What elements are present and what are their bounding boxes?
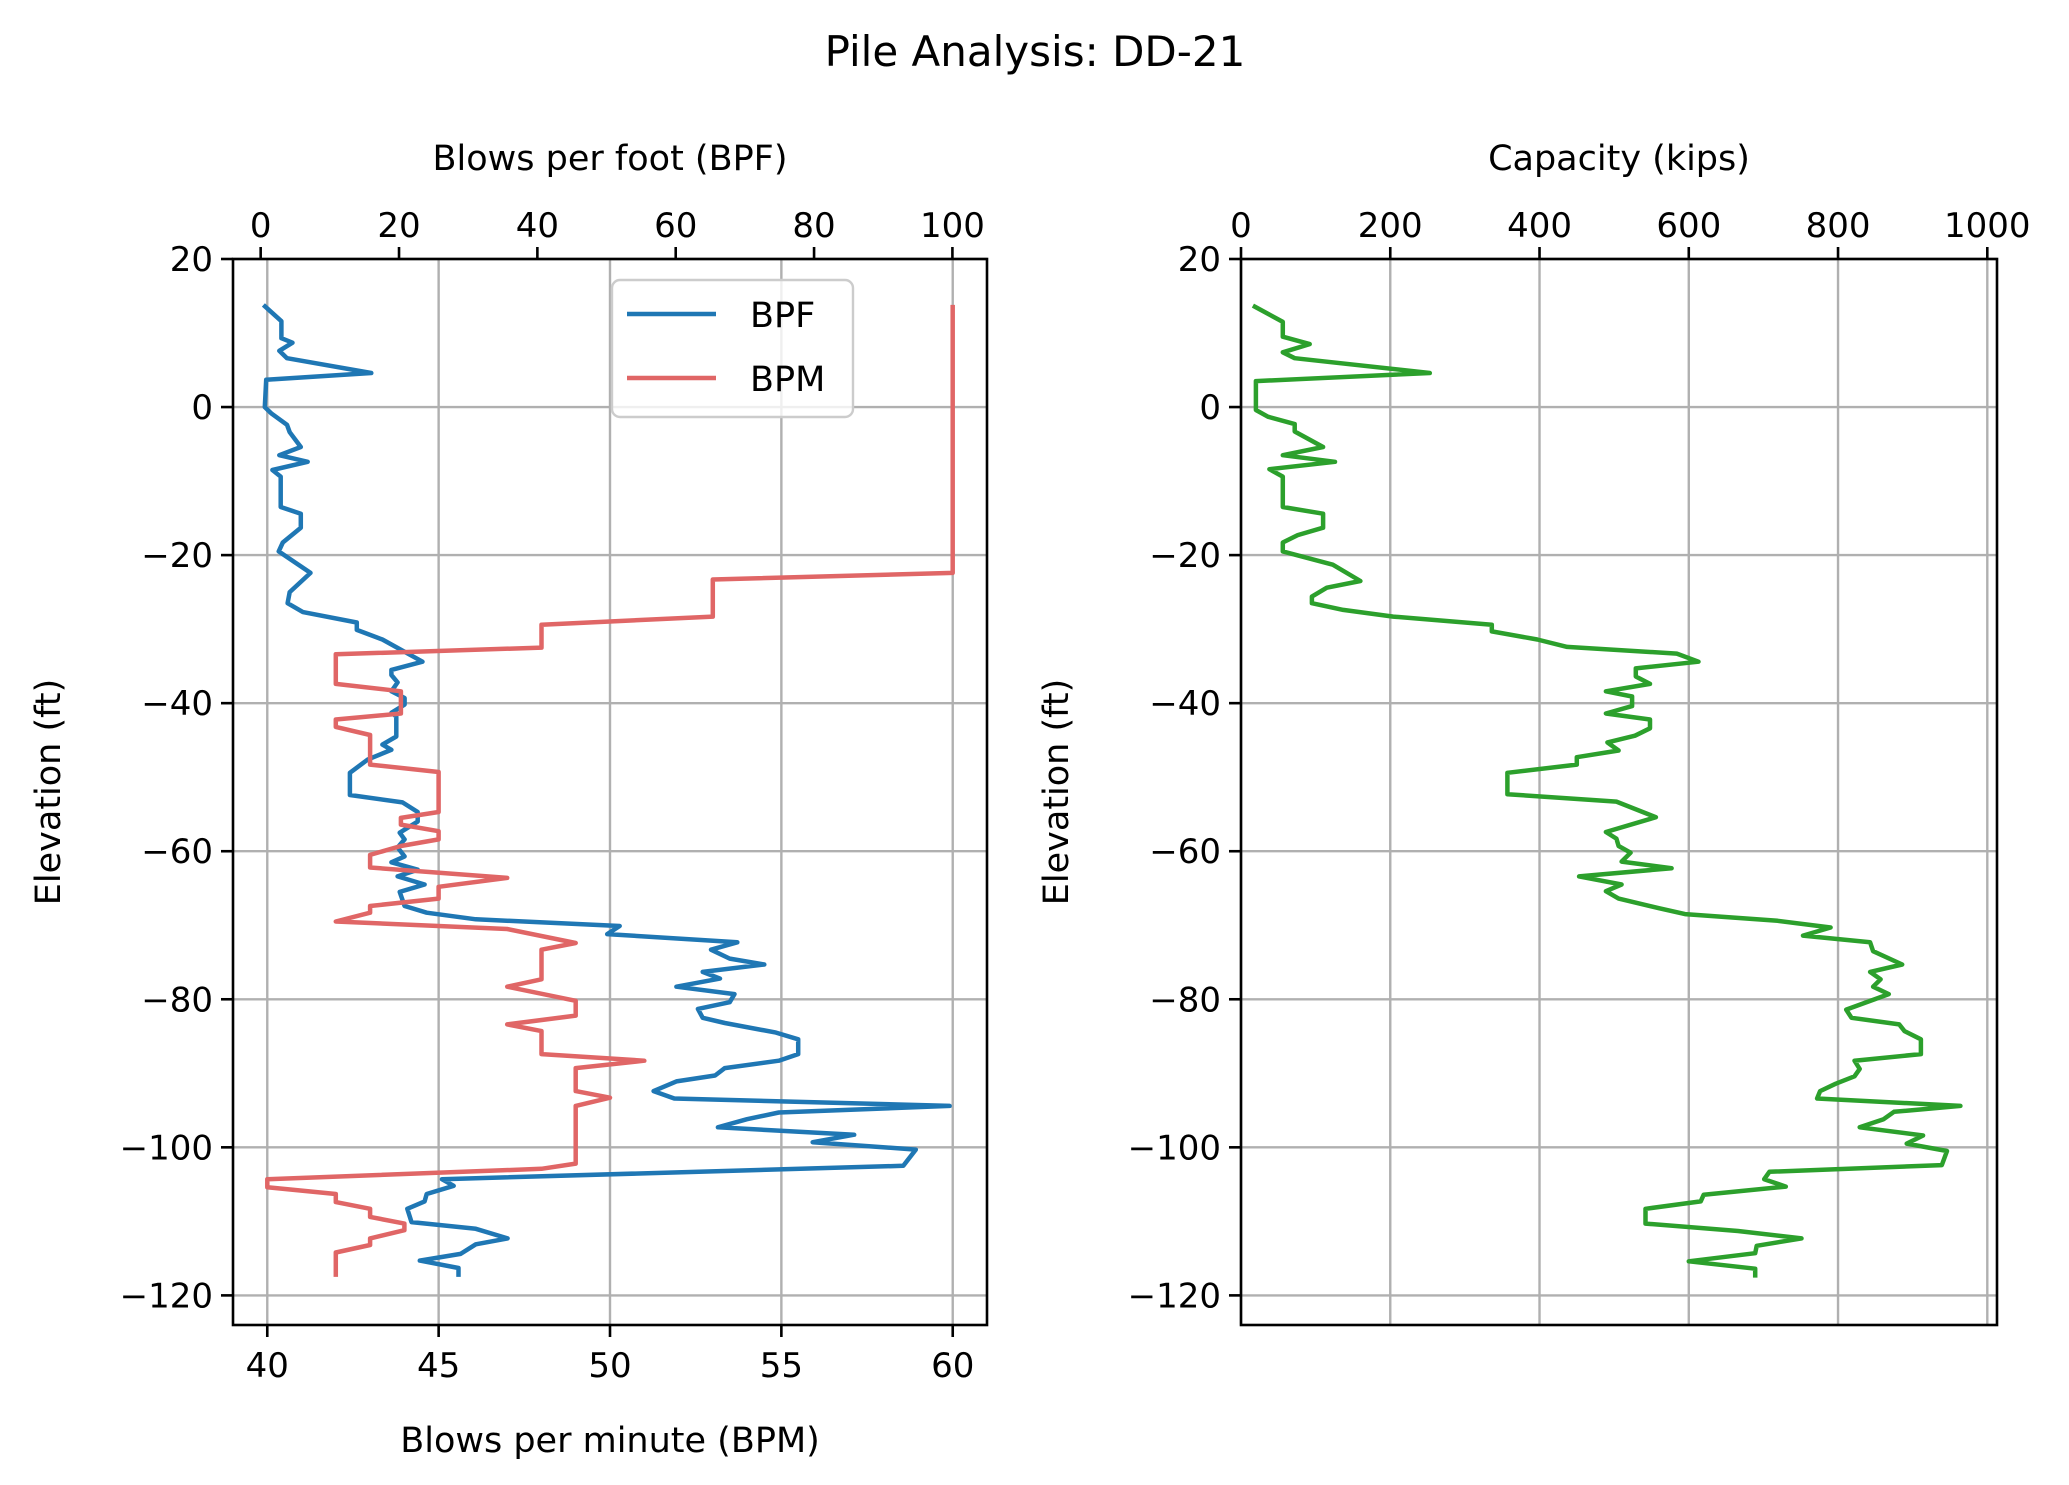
top-tick-label: 800 xyxy=(1806,206,1871,246)
right-y-axis-label: Elevation (ft) xyxy=(1037,679,1077,905)
y-tick-label: −20 xyxy=(141,536,213,576)
y-tick-label: −60 xyxy=(141,832,213,872)
y-tick-label: −100 xyxy=(120,1128,213,1168)
y-tick-label: 20 xyxy=(170,240,213,280)
bottom-tick-label: 60 xyxy=(931,1346,974,1386)
bottom-tick-label: 40 xyxy=(246,1346,289,1386)
top-tick-label: 1000 xyxy=(1944,206,2031,246)
top-tick-label: 400 xyxy=(1507,206,1572,246)
top-tick-label: 0 xyxy=(1230,206,1252,246)
y-tick-label: 20 xyxy=(1178,240,1221,280)
y-tick-label: −60 xyxy=(1149,832,1221,872)
legend: BPF BPM xyxy=(610,278,855,419)
top-axis-label-capacity: Capacity (kips) xyxy=(1488,139,1750,179)
y-tick-label: −80 xyxy=(141,980,213,1020)
y-tick-label: −100 xyxy=(1128,1128,1221,1168)
y-tick-label: 0 xyxy=(191,388,213,428)
left-top-axis: 0 20 40 60 80 100 xyxy=(250,206,985,259)
left-panel: 200−20−40−60−80−100−120 0 20 40 60 80 100 40 4… xyxy=(29,139,989,1461)
bottom-tick-label: 55 xyxy=(760,1346,803,1386)
top-tick-label: 600 xyxy=(1656,206,1721,246)
y-tick-label: −40 xyxy=(141,684,213,724)
top-tick-label: 100 xyxy=(920,206,985,246)
y-tick-label: 0 xyxy=(1199,388,1221,428)
top-tick-label: 20 xyxy=(377,206,420,246)
left-y-axis-label: Elevation (ft) xyxy=(29,679,69,905)
bottom-tick-label: 45 xyxy=(417,1346,460,1386)
y-tick-label: −40 xyxy=(1149,684,1221,724)
top-tick-label: 0 xyxy=(250,206,272,246)
series-line-capacity xyxy=(1251,303,1963,1278)
right-grid xyxy=(1239,257,1997,1325)
right-y-axis: 20 0 −20 −40 −60 −80 −100 −120 xyxy=(1128,240,1241,1316)
left-bottom-axis: 40 45 50 55 60 xyxy=(246,1325,974,1386)
top-tick-label: 40 xyxy=(516,206,559,246)
bottom-axis-label-bpm: Blows per minute (BPM) xyxy=(400,1421,820,1461)
top-tick-label: 60 xyxy=(654,206,697,246)
right-series-group xyxy=(1251,303,1963,1278)
right-top-axis: 0 200 400 600 800 1000 xyxy=(1230,206,2031,259)
y-tick-label: −120 xyxy=(120,1276,213,1316)
y-tick-label: −80 xyxy=(1149,980,1221,1020)
left-series-group xyxy=(261,303,955,1277)
right-panel: 200−20−40−60−80−100−120 0 200 400 600 800 100… xyxy=(1037,139,2031,1327)
top-axis-label-bpf: Blows per foot (BPF) xyxy=(433,139,788,179)
right-axes-frame xyxy=(1239,257,1999,1327)
top-tick-label: 200 xyxy=(1358,206,1423,246)
y-tick-label: −20 xyxy=(1149,536,1221,576)
legend-label-bpf: BPF xyxy=(750,296,815,336)
bottom-tick-label: 50 xyxy=(588,1346,631,1386)
legend-label-bpm: BPM xyxy=(750,360,825,400)
figure-title: Pile Analysis: DD-21 xyxy=(825,27,1246,76)
top-tick-label: 80 xyxy=(792,206,835,246)
y-tick-label: −120 xyxy=(1128,1276,1221,1316)
series-line-bpf xyxy=(261,303,952,1277)
series-line-bpm xyxy=(265,304,955,1277)
left-y-axis: 20 0 −20 −40 −60 −80 −100 −120 xyxy=(120,240,233,1316)
